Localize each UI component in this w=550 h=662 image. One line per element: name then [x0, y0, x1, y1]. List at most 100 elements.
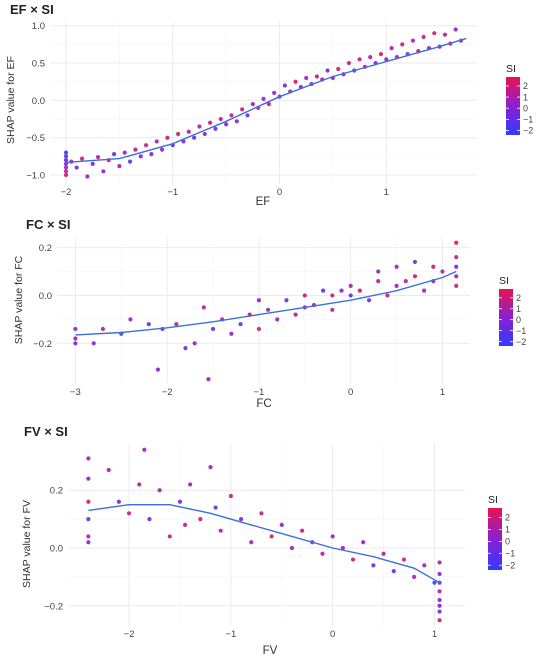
colorbar-fv-ticks: 2 1 0 −1−2 — [488, 513, 515, 570]
data-point — [394, 264, 399, 269]
data-point — [155, 367, 161, 372]
plot-area-ef: −2 −1 0 1 −1.0 −0.5 0.0 0.5 1.0 — [26, 21, 477, 198]
data-point — [361, 540, 366, 545]
data-point — [368, 54, 373, 60]
data-point — [202, 131, 207, 137]
data-point — [138, 154, 143, 159]
data-point — [348, 283, 353, 288]
x-tick-label: −1 — [167, 187, 178, 198]
data-point — [384, 57, 389, 62]
data-point — [282, 83, 287, 88]
data-point — [410, 38, 416, 43]
data-point — [210, 326, 216, 332]
data-point — [320, 551, 325, 556]
x-tick-label: 0 — [277, 187, 282, 198]
data-point — [336, 66, 341, 72]
data-point — [412, 574, 417, 579]
colorbar-ef-ticks: 210 −1−2 — [506, 81, 533, 136]
data-point — [437, 589, 442, 594]
colorbar-fc-ticks: 210−1−2 — [499, 293, 526, 347]
colorbar-tick-label: 0 — [505, 537, 510, 547]
data-point — [293, 312, 298, 317]
data-point — [122, 150, 127, 155]
x-tick-label: −1 — [253, 387, 264, 398]
data-point — [330, 307, 335, 312]
data-point — [357, 288, 362, 293]
data-point — [188, 482, 193, 487]
data-point — [143, 143, 149, 148]
data-point — [167, 534, 172, 539]
data-point — [412, 259, 418, 265]
colorbar-title-fc: SI — [499, 275, 509, 287]
y-tick-label: −0.2 — [44, 601, 63, 612]
y-tick-label: 0.0 — [39, 291, 52, 302]
data-point — [137, 482, 142, 487]
data-point — [421, 34, 426, 40]
data-point — [300, 528, 305, 533]
data-point — [339, 288, 344, 293]
data-point — [348, 293, 353, 298]
data-point — [224, 122, 229, 127]
data-point — [330, 534, 335, 539]
data-point — [437, 560, 442, 565]
data-point — [229, 331, 234, 336]
data-point — [437, 618, 442, 623]
data-point — [238, 517, 244, 522]
data-point — [340, 545, 345, 551]
y-tick-label: 0.2 — [39, 243, 52, 254]
data-point — [206, 377, 211, 382]
colorbar-fc-bar — [499, 289, 513, 346]
x-tick-label: 1 — [440, 387, 445, 398]
data-point — [304, 75, 309, 81]
data-point — [389, 46, 394, 51]
plot-background — [68, 444, 465, 626]
data-point — [218, 116, 223, 122]
data-point — [422, 563, 427, 568]
x-tick-label: 0 — [348, 387, 353, 398]
data-point — [111, 152, 117, 157]
x-tick-label: 1 — [384, 187, 389, 198]
data-point — [63, 172, 69, 178]
data-point — [197, 124, 202, 129]
data-point — [249, 540, 254, 545]
data-point — [186, 129, 191, 134]
data-point — [86, 540, 91, 545]
data-point — [117, 163, 122, 169]
data-point — [453, 27, 458, 32]
data-point — [403, 278, 408, 284]
data-point — [366, 298, 372, 303]
data-point — [86, 476, 91, 481]
data-point — [357, 57, 362, 62]
panel-fc: FC × SI SHAP value for FC FC −3 −2 −1 0 1−0.… — [13, 217, 526, 410]
data-point — [73, 326, 78, 332]
data-point — [101, 169, 106, 174]
data-point — [177, 499, 183, 504]
data-point — [350, 557, 356, 562]
data-point — [228, 493, 233, 499]
title-ef: EF × SI — [10, 2, 54, 17]
data-point — [400, 42, 405, 47]
data-point — [454, 240, 459, 245]
colorbar-ef: SI 210 −1−2 — [506, 63, 533, 136]
data-point — [86, 517, 91, 522]
colorbar-title-ef: SI — [506, 63, 516, 75]
data-point — [238, 322, 243, 327]
data-point — [240, 107, 245, 112]
data-point — [95, 155, 101, 160]
y-tick-label: 0.0 — [50, 544, 63, 555]
data-point — [272, 90, 277, 96]
data-point — [154, 139, 159, 144]
data-point — [245, 113, 250, 118]
data-point — [437, 571, 442, 577]
panel-fv: FV × SI SHAP value for FV FV −2 −1 0 1−0.20… — [21, 424, 515, 657]
data-point — [422, 288, 427, 293]
xlabel-fc: FC — [256, 398, 271, 410]
title-fc: FC × SI — [26, 217, 70, 232]
data-point — [208, 120, 213, 125]
data-point — [213, 126, 218, 131]
data-point — [378, 52, 384, 57]
colorbar-tick-label: 2 — [505, 513, 510, 523]
y-tick-label: 0.0 — [32, 96, 45, 107]
data-point — [325, 68, 330, 73]
data-point — [63, 150, 69, 155]
